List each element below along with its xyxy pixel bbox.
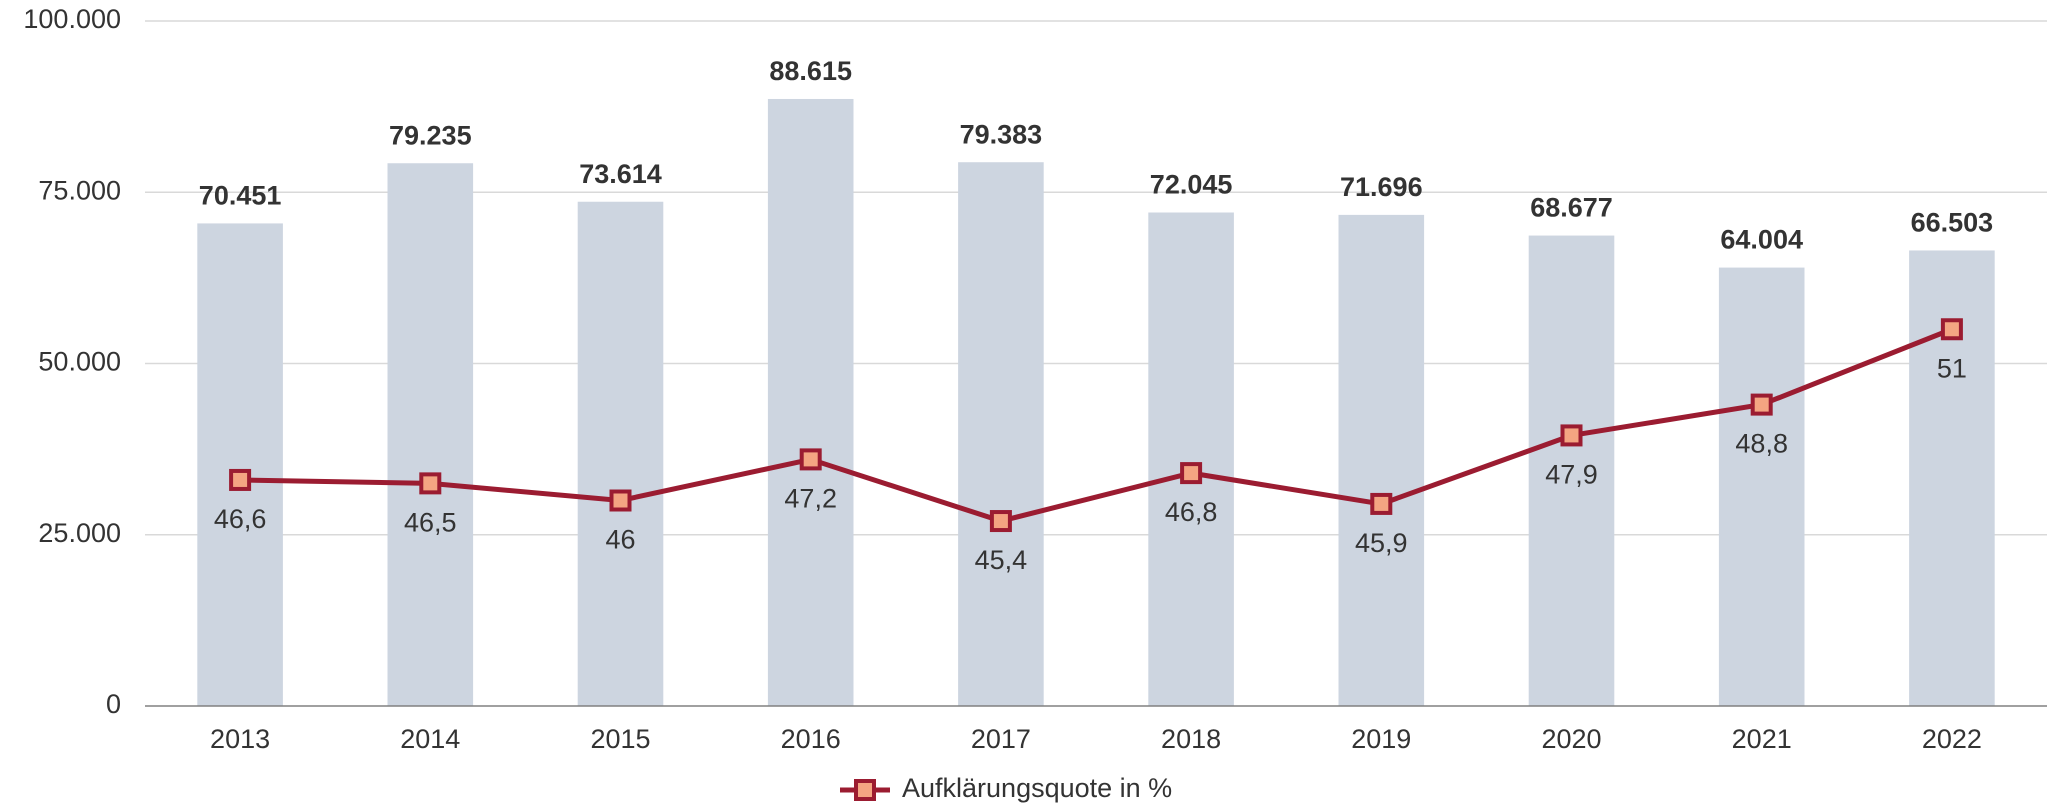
line-value-label: 45,4	[975, 545, 1028, 575]
line-value-label: 47,2	[784, 484, 837, 514]
y-tick-label: 25.000	[38, 518, 121, 548]
marker	[419, 472, 442, 495]
bar-value-label: 71.696	[1340, 172, 1423, 202]
marker	[799, 448, 822, 471]
line-value-label: 47,9	[1545, 460, 1598, 490]
line-value-label: 46,6	[214, 504, 267, 534]
y-tick-label: 50.000	[38, 347, 121, 377]
bar	[387, 163, 474, 707]
line-value-label: 51	[1937, 353, 1967, 383]
marker	[229, 468, 252, 491]
x-tick-label: 2018	[1161, 724, 1221, 754]
marker	[1750, 393, 1773, 416]
x-tick-label: 2016	[781, 724, 841, 754]
line	[240, 326, 1953, 524]
marker	[989, 510, 1012, 533]
y-tick-label: 0	[106, 689, 121, 719]
y-tick-label: 100.000	[23, 4, 121, 34]
x-tick-label: 2019	[1351, 724, 1411, 754]
y-tick-label: 75.000	[38, 175, 121, 205]
x-tick-label: 2021	[1732, 724, 1792, 754]
bar-value-label: 73.614	[579, 159, 662, 189]
legend-marker	[854, 779, 876, 801]
bar-value-label: 66.503	[1911, 208, 1994, 238]
marker	[609, 489, 632, 512]
bar	[577, 201, 664, 707]
bar	[197, 223, 283, 706]
bar-value-label: 79.383	[960, 119, 1043, 149]
bar	[1528, 235, 1615, 706]
line-value-label: 46,8	[1165, 497, 1218, 527]
bar-value-label: 70.451	[199, 181, 282, 211]
bar	[767, 98, 854, 707]
x-tick-label: 2015	[590, 724, 650, 754]
bar-value-label: 88.615	[769, 56, 852, 86]
marker	[1370, 492, 1393, 515]
bar	[1718, 267, 1805, 706]
x-tick-label: 2014	[400, 724, 460, 754]
line-value-label: 46	[605, 525, 635, 555]
bar-value-label: 68.677	[1530, 193, 1613, 223]
bar-value-label: 64.004	[1720, 225, 1803, 255]
bar-value-label: 79.235	[389, 120, 472, 150]
x-tick-label: 2022	[1922, 724, 1982, 754]
x-tick-label: 2020	[1541, 724, 1601, 754]
x-tick-label: 2017	[971, 724, 1031, 754]
line-value-label: 45,9	[1355, 528, 1408, 558]
marker	[1180, 462, 1203, 485]
marker	[1560, 424, 1583, 447]
marker	[1940, 318, 1963, 341]
bar-value-label: 72.045	[1150, 170, 1233, 200]
x-tick-label: 2013	[210, 724, 270, 754]
legend-label: Aufklärungsquote in %	[902, 773, 1172, 803]
bar	[1148, 212, 1234, 706]
bar	[958, 162, 1044, 707]
line-value-label: 46,5	[404, 508, 457, 538]
bar	[1338, 214, 1425, 707]
line-value-label: 48,8	[1735, 429, 1788, 459]
